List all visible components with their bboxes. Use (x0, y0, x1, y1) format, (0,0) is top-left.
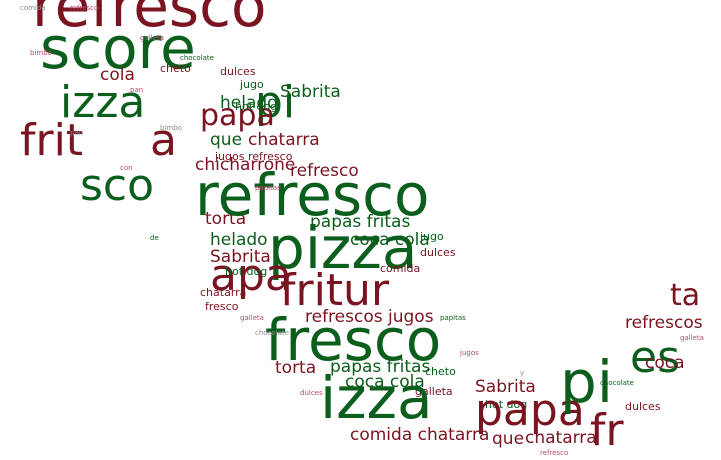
cloud-word: que (492, 429, 524, 449)
cloud-word: papa (475, 385, 585, 436)
cloud-word: frit (20, 115, 83, 166)
cloud-word: hot dog (235, 100, 277, 113)
cloud-word: hot dog (485, 398, 527, 411)
cloud-word: hot dog (225, 265, 267, 278)
cloud-word: Sabrita (280, 82, 341, 102)
cloud-word: refresco (70, 4, 98, 12)
cloud-word: chicharrone (195, 155, 295, 175)
cloud-word: pizza (268, 214, 417, 282)
cloud-word: chatarra (525, 428, 597, 448)
cloud-word: papitas (440, 314, 466, 322)
cloud-word: bimbo (30, 49, 52, 57)
cloud-word: con (120, 164, 133, 172)
cloud-word: Sabrita (210, 247, 271, 267)
cloud-word: izza (60, 77, 145, 128)
cloud-word: jugos (459, 349, 479, 357)
filler-words: comida refresco galleta chocolate pan bi… (20, 4, 704, 457)
cloud-word: papas fritas (310, 212, 410, 232)
cloud-word: dulces (220, 65, 256, 78)
cloud-word: pan (130, 86, 143, 94)
cloud-word: cola (100, 65, 135, 85)
cloud-word: helado (210, 230, 268, 250)
cloud-word: bimbo (160, 124, 182, 132)
cloud-word: refresco (195, 161, 430, 229)
cloud-word: fresco (205, 300, 239, 313)
cloud-word: jugo (239, 78, 264, 91)
cloud-word: comida (380, 262, 420, 275)
cloud-word: es (630, 332, 680, 383)
cloud-word: comida chatarra (350, 425, 489, 445)
cloud-word: chocolate (600, 379, 634, 387)
cloud-word: de (150, 234, 159, 242)
cloud-word: cheto (160, 62, 191, 75)
cloud-word: y (520, 369, 524, 377)
cloud-word: a (150, 115, 177, 166)
cloud-word: izza (320, 364, 433, 432)
cloud-word: fresco (265, 306, 441, 374)
cloud-word: sco (80, 160, 154, 211)
cloud-word: apa (210, 250, 292, 301)
cloud-word: ta (670, 278, 700, 313)
cloud-word: score (40, 14, 196, 82)
cloud-word: papa (200, 98, 275, 133)
cloud-word: galleta (415, 385, 453, 398)
cloud-word: que (210, 130, 242, 150)
cloud-word: fritur (280, 265, 390, 316)
cloud-word: coca cola (350, 230, 430, 250)
cloud-word: refrescos (625, 313, 703, 333)
cloud-word: galleta (680, 334, 704, 342)
cloud-word: coca cola (345, 372, 425, 392)
cloud-word: jugo (419, 230, 444, 243)
cloud-word: coca (645, 353, 685, 373)
cloud-word: helado (220, 93, 278, 113)
cloud-word: jugos refresco (214, 150, 293, 163)
cloud-word: refresco (540, 449, 568, 457)
cloud-word: refrescos jugos (305, 307, 434, 327)
cloud-word: papas fritas (330, 357, 430, 377)
cloud-word: dulces (420, 246, 456, 259)
cloud-word: pi (560, 348, 613, 416)
cloud-word: chocolate (255, 329, 289, 337)
cloud-word: cheto (425, 365, 456, 378)
cloud-word: galleta (240, 314, 264, 322)
cloud-word: fr (590, 405, 624, 456)
cloud-word: dulces (625, 400, 661, 413)
cloud-word: chatarra (200, 286, 246, 299)
cloud-word: refresco (32, 0, 267, 40)
cloud-word: Sabrita (475, 377, 536, 397)
cloud-word: torta (205, 209, 246, 229)
cloud-word: comida (20, 4, 46, 12)
cloud-word: dulces (300, 389, 323, 397)
cloud-word: pan (70, 129, 83, 137)
cloud-word: chatarra (248, 130, 320, 150)
cloud-word: refresco (290, 161, 359, 181)
cloud-word: galleta (140, 34, 164, 42)
cloud-word: pi (255, 77, 295, 128)
cloud-word: chocolate (180, 54, 214, 62)
cloud-word: papitas (255, 184, 281, 192)
cloud-word: torta (275, 358, 316, 378)
